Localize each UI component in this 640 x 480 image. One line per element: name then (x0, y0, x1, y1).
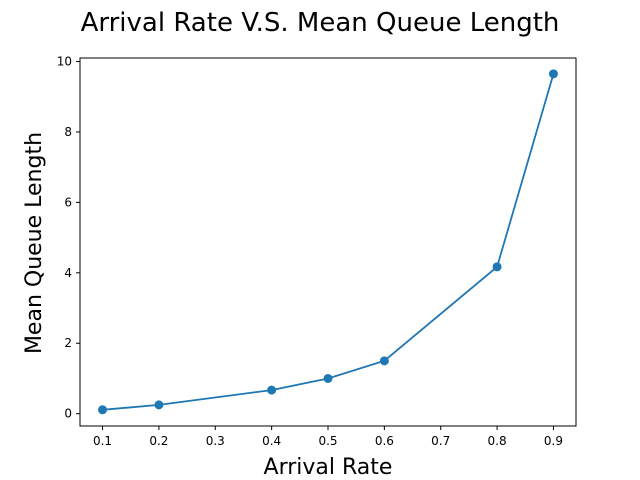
x-tick-label: 0.2 (149, 434, 168, 448)
x-tick-label: 0.4 (262, 434, 281, 448)
x-tick-label: 0.5 (318, 434, 337, 448)
x-tick-label: 0.6 (375, 434, 394, 448)
x-tick-label: 0.1 (93, 434, 112, 448)
x-axis-label: Arrival Rate (264, 455, 393, 480)
x-tick-label: 0.7 (431, 434, 450, 448)
y-tick-label: 0 (64, 407, 72, 421)
data-point (492, 262, 502, 272)
x-tick-label: 0.9 (544, 434, 563, 448)
data-point (98, 405, 108, 415)
series-line (102, 73, 555, 411)
data-point (154, 400, 164, 410)
plot-area: 0.1 0.2 0.3 0.4 0.5 0.6 0.7 0.8 0.9 0 2 4 6 8 10 (57, 55, 577, 448)
y-tick-label: 8 (64, 125, 72, 139)
y-tick-label: 2 (64, 336, 72, 350)
y-tick-label: 4 (64, 266, 72, 280)
y-axis-label: Mean Queue Length (22, 132, 47, 354)
plot-frame (79, 57, 577, 427)
data-point (548, 69, 558, 79)
y-tick-label: 10 (57, 55, 72, 69)
data-point (323, 373, 333, 383)
data-point (379, 356, 389, 366)
chart-title: Arrival Rate V.S. Mean Queue Length (81, 8, 560, 38)
x-tick-label: 0.8 (488, 434, 507, 448)
x-tick-label: 0.3 (206, 434, 225, 448)
data-point (267, 385, 277, 395)
y-tick-label: 6 (64, 195, 72, 209)
